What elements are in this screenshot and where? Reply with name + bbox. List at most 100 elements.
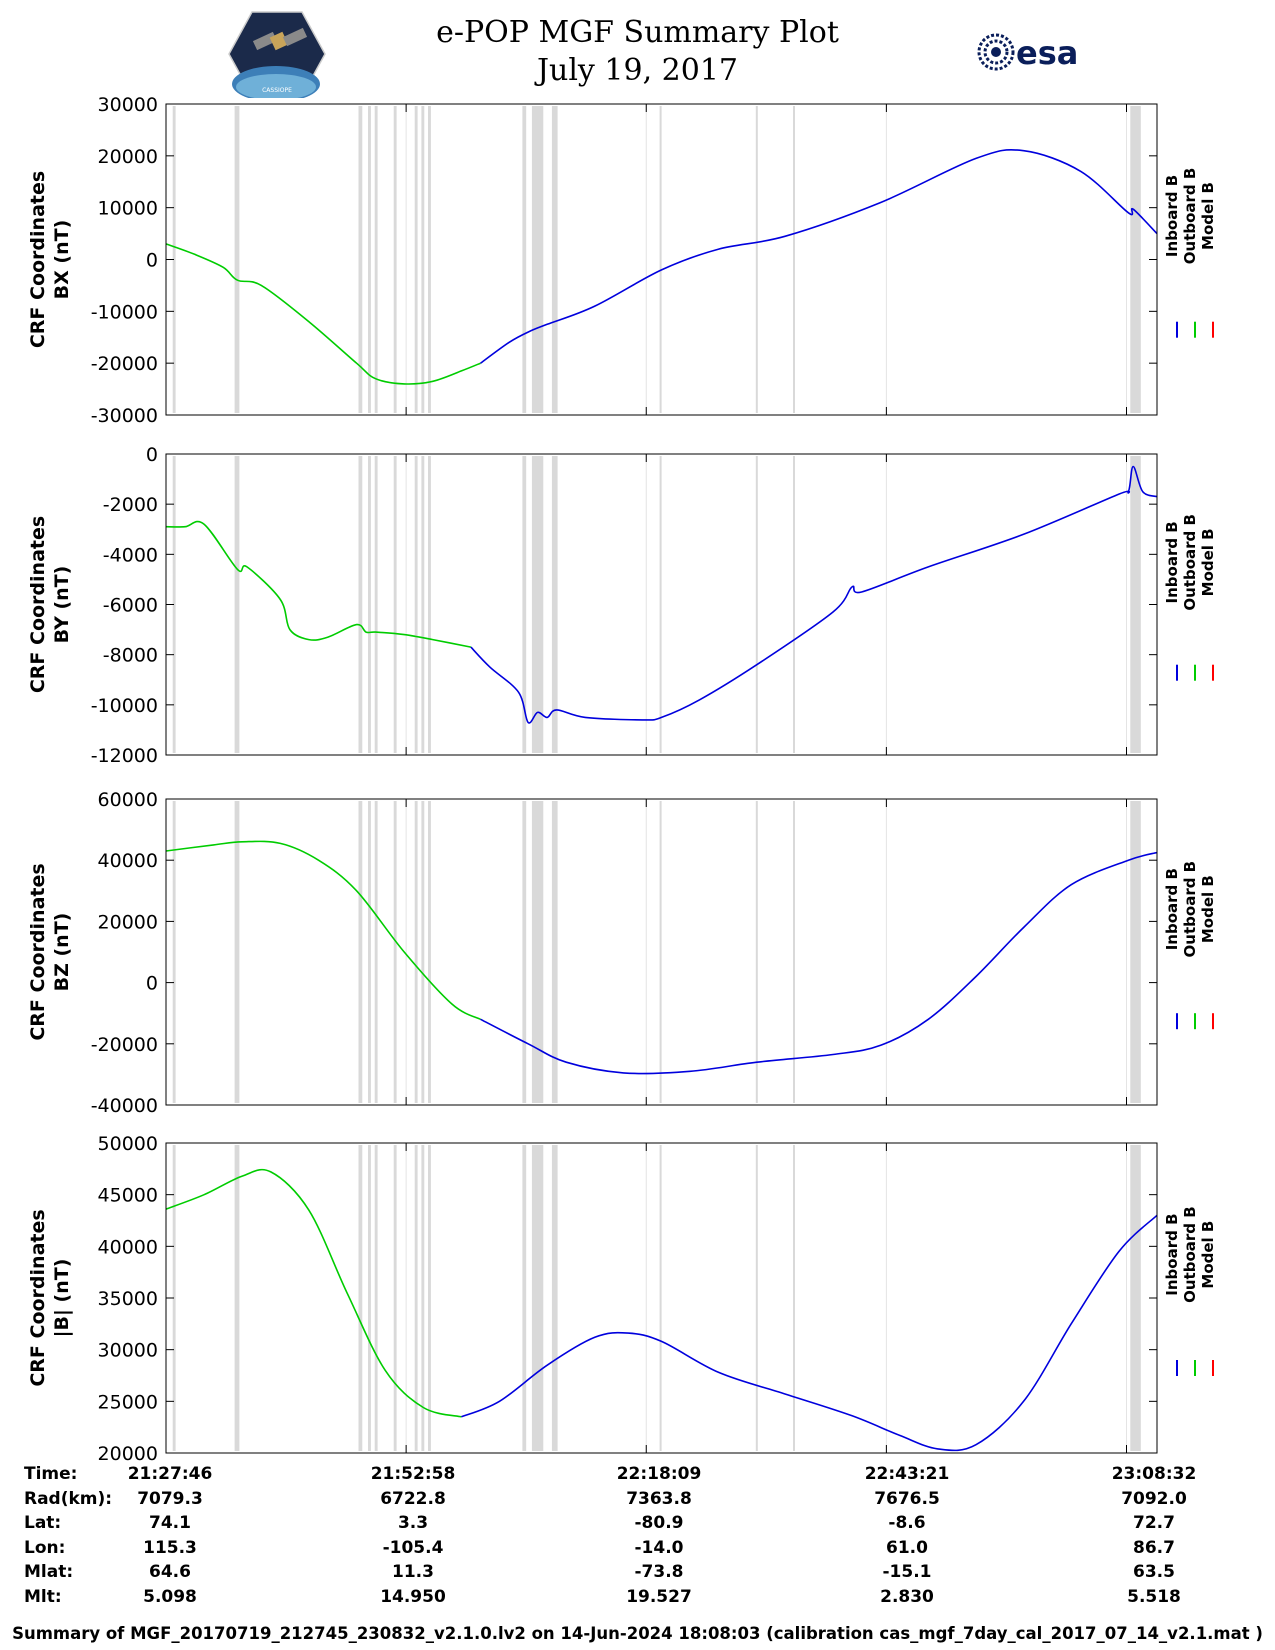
info-row-rad: Rad(km): 7079.3 6722.8 7363.8 7676.5 7092.0 — [0, 1489, 1275, 1513]
data-gap-band — [755, 456, 758, 753]
data-gap-band — [522, 456, 527, 753]
cassiope-logo: CASSIOPE — [228, 11, 326, 98]
data-gap-band — [551, 1145, 558, 1451]
legend-label: Model B — [1199, 1221, 1217, 1289]
y-tick-label: -40000 — [91, 1095, 158, 1117]
y-tick-label: -10000 — [91, 301, 158, 323]
data-gap-band — [428, 801, 431, 1103]
legend-label: Outboard B — [1181, 514, 1199, 611]
data-gap-band — [428, 1145, 431, 1451]
info-cell: 21:52:58 — [370, 1464, 456, 1484]
data-gap-band — [414, 106, 418, 413]
y-tick-label: 20000 — [98, 146, 158, 168]
data-gap-band — [421, 801, 425, 1103]
legend-label: Outboard B — [1181, 861, 1199, 958]
legend-label: Inboard B — [1163, 1213, 1181, 1295]
footer-caption: Summary of MGF_20170719_212745_230832_v2… — [12, 1624, 1263, 1643]
data-gap-band — [172, 1145, 176, 1451]
y-tick-label: 40000 — [98, 850, 158, 872]
info-cell: 6722.8 — [380, 1488, 446, 1509]
data-gap-band — [531, 801, 544, 1103]
data-gap-band — [374, 456, 378, 753]
info-row-label: Rad(km): — [24, 1488, 113, 1509]
data-gap-band — [1130, 801, 1141, 1103]
data-gap-band — [421, 106, 425, 413]
y-tick-label: -8000 — [103, 645, 158, 667]
y-tick-label: -20000 — [91, 1034, 158, 1056]
data-gap-band — [1130, 456, 1141, 753]
data-gap-band — [793, 801, 795, 1103]
data-gap-band — [234, 801, 240, 1103]
legend-label: Inboard B — [1163, 521, 1181, 603]
legend-label: Inboard B — [1163, 868, 1181, 950]
esa-logo-text: esa — [1016, 34, 1078, 72]
y-tick-label: 0 — [146, 973, 158, 995]
info-cell: 7363.8 — [626, 1488, 692, 1509]
data-gap-band — [659, 1145, 662, 1451]
info-row-time: Time: 21:27:46 21:52:58 22:18:09 22:43:21 23:… — [0, 1464, 1275, 1488]
info-cell: 86.7 — [1133, 1537, 1175, 1558]
series-line-inboard-b — [470, 465, 1158, 724]
data-gap-band — [793, 1145, 795, 1451]
info-cell: 7676.5 — [874, 1488, 940, 1509]
y-axis-label-line2: BX (nT) — [51, 220, 73, 300]
legend-label: Model B — [1199, 182, 1217, 250]
data-gap-band — [414, 1145, 418, 1451]
series-line-outboard-b — [165, 840, 481, 1021]
data-gap-band — [234, 106, 240, 413]
info-cell: 7079.3 — [137, 1488, 203, 1509]
info-cell: 14.950 — [380, 1587, 446, 1607]
data-gap-band — [755, 106, 758, 413]
data-gap-band — [368, 1145, 371, 1451]
info-cell: 5.098 — [143, 1587, 197, 1607]
data-gap-band — [374, 1145, 378, 1451]
data-gap-band — [522, 106, 527, 413]
data-gap-band — [551, 801, 558, 1103]
data-gap-band — [522, 1145, 527, 1451]
data-gap-band — [659, 456, 662, 753]
esa-logo: esa — [977, 33, 1078, 72]
title-line-2: July 19, 2017 — [536, 53, 739, 88]
data-gap-band — [793, 456, 795, 753]
y-tick-label: 40000 — [98, 1236, 158, 1258]
info-cell: -80.9 — [634, 1513, 684, 1534]
data-gap-band — [1130, 106, 1141, 413]
data-gap-band — [428, 456, 431, 753]
y-tick-label: 50000 — [98, 1133, 158, 1155]
info-row-lat: Lat: 74.1 3.3 -80.9 -8.6 72.7 — [0, 1513, 1275, 1537]
info-cell: 64.6 — [149, 1562, 191, 1583]
y-axis-label-line1: CRF Coordinates — [27, 1209, 49, 1386]
data-gap-band — [393, 801, 397, 1103]
info-cell: 23:08:32 — [1111, 1464, 1197, 1484]
info-row-label: Mlt: — [24, 1587, 62, 1607]
y-tick-label: -4000 — [103, 544, 158, 566]
data-gap-band — [793, 106, 795, 413]
y-tick-label: 30000 — [98, 94, 158, 116]
info-cell: 22:43:21 — [864, 1464, 950, 1484]
y-axis-label-line1: CRF Coordinates — [27, 516, 49, 693]
info-row-label: Mlat: — [24, 1562, 74, 1583]
y-tick-label: -12000 — [91, 745, 158, 767]
info-cell: 21:27:46 — [127, 1464, 213, 1484]
data-gap-band — [358, 106, 363, 413]
info-row-label: Lon: — [24, 1537, 66, 1558]
data-gap-band — [421, 1145, 425, 1451]
info-cell: 7092.0 — [1121, 1488, 1187, 1509]
data-gap-band — [428, 106, 431, 413]
data-gap-band — [374, 801, 378, 1103]
info-cell: -14.0 — [634, 1537, 684, 1558]
data-gap-band — [172, 801, 176, 1103]
data-gap-band — [659, 801, 662, 1103]
y-tick-label: -30000 — [91, 405, 158, 427]
y-tick-label: 25000 — [98, 1391, 158, 1413]
data-gap-band — [531, 1145, 544, 1451]
info-row-label: Time: — [24, 1464, 78, 1484]
info-row-mlt: Mlt: 5.098 14.950 19.527 2.830 5.518 — [0, 1587, 1275, 1611]
data-gap-band — [374, 106, 378, 413]
data-gap-band — [755, 1145, 758, 1451]
data-gap-band — [755, 801, 758, 1103]
info-row-lon: Lon: 115.3 -105.4 -14.0 61.0 86.7 — [0, 1538, 1275, 1562]
data-gap-band — [172, 456, 176, 753]
info-row-label: Lat: — [24, 1513, 62, 1534]
